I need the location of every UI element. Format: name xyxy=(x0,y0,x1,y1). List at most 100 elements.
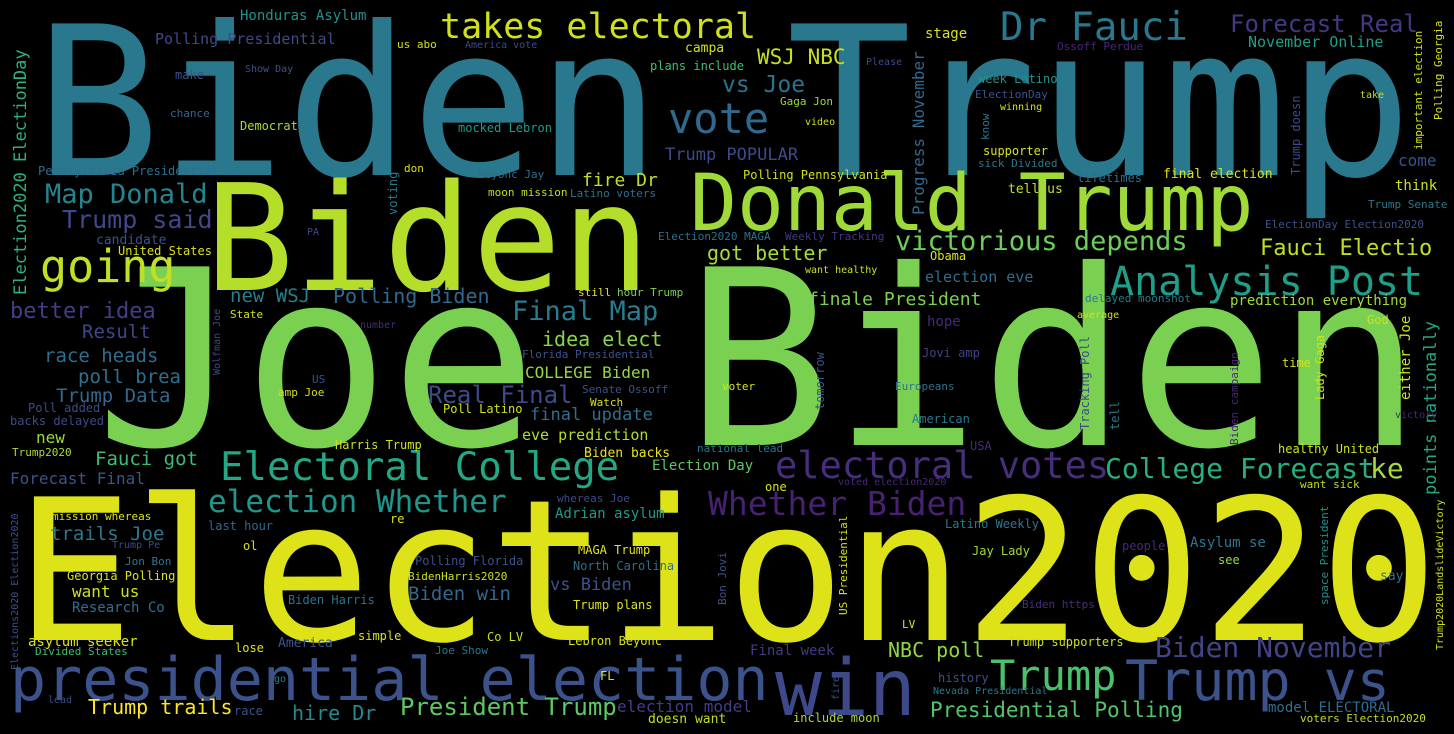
word: voted election2020 xyxy=(838,477,946,488)
word: go xyxy=(274,674,286,685)
word: Trump Data xyxy=(56,385,170,407)
word: PA xyxy=(307,227,319,238)
word: Latino voters xyxy=(570,187,656,200)
word: victory xyxy=(1395,410,1437,421)
word: MAGA Trump xyxy=(578,543,650,557)
word: trails Joe xyxy=(50,523,164,545)
word: sick Divided xyxy=(978,157,1057,170)
word: election eve xyxy=(925,268,1033,286)
word: US xyxy=(312,373,325,386)
word: important election xyxy=(1412,31,1425,150)
word: Dr Fauci xyxy=(1000,5,1188,50)
word: final election xyxy=(1163,167,1273,182)
word: NBC poll xyxy=(888,638,984,662)
word: Joe Show xyxy=(435,644,488,657)
word: November Online xyxy=(1248,33,1383,51)
word: election model xyxy=(617,697,752,716)
word: Election2020 ElectionDay xyxy=(11,49,31,295)
word: healthy United xyxy=(1278,442,1379,456)
word: Trump supporters xyxy=(1008,635,1124,649)
word: Polling Presidential xyxy=(155,30,336,48)
word: election Whether xyxy=(208,484,507,520)
word: new WSJ xyxy=(230,285,310,307)
word: race heads xyxy=(44,345,158,367)
word: Poll Latino xyxy=(443,402,522,416)
word: supporter xyxy=(983,144,1048,158)
word: win xyxy=(775,644,916,734)
word: Forecast Final xyxy=(10,469,145,488)
word: winning xyxy=(1000,102,1042,113)
word: time xyxy=(1282,356,1311,370)
word: last hour xyxy=(208,519,273,533)
word: Election2020 xyxy=(15,458,1438,687)
word: Trump doesn xyxy=(1289,96,1303,175)
word: takes electoral xyxy=(440,7,756,47)
word: us abo xyxy=(397,38,437,51)
word: mission whereas xyxy=(52,510,151,523)
word: plans include xyxy=(650,59,744,73)
word: Presidential Polling xyxy=(930,698,1183,722)
word: campa xyxy=(685,41,724,56)
word: stage xyxy=(925,26,967,42)
word: Jay Lady xyxy=(972,544,1030,558)
word: whereas Joe xyxy=(557,492,630,505)
word: ke xyxy=(1370,452,1404,485)
word: fire Dr xyxy=(582,170,658,191)
word: Trump plans xyxy=(573,598,652,612)
word: fire xyxy=(831,676,842,700)
word: include moon xyxy=(793,711,880,725)
word: make xyxy=(175,68,204,82)
word: WSJ NBC xyxy=(757,45,846,69)
word: Europeans xyxy=(895,380,955,393)
word: still xyxy=(578,286,611,299)
word: voter xyxy=(722,380,755,393)
word: hire Dr xyxy=(292,701,376,725)
word: eve prediction xyxy=(522,426,648,444)
word: Watch xyxy=(590,396,623,409)
word: Florida Presidential xyxy=(522,348,654,361)
word: want sick xyxy=(1300,478,1360,491)
word: better idea xyxy=(10,299,156,324)
word: average xyxy=(1077,310,1119,321)
word: LV xyxy=(902,618,916,631)
word: FL xyxy=(600,669,614,683)
word: American xyxy=(912,412,970,426)
word: Elections2020 Election2020 xyxy=(10,513,21,670)
word: ElectionDay xyxy=(975,88,1048,101)
word: Lady Gaga xyxy=(1313,335,1327,400)
word: mocked Lebron xyxy=(458,121,552,135)
word: backs delayed xyxy=(10,414,104,428)
word: Trump trails xyxy=(88,695,233,719)
word: re xyxy=(390,512,404,526)
word: new xyxy=(36,428,65,447)
word: lose xyxy=(235,641,264,655)
word: Ossoff Perdue xyxy=(1057,40,1143,53)
word: Please xyxy=(866,57,902,68)
word: US Presidential xyxy=(837,516,850,615)
word: Polling Florida xyxy=(415,554,523,568)
word: Jon Bon xyxy=(125,555,171,568)
word: come xyxy=(1398,151,1437,170)
word: tell xyxy=(1108,401,1122,430)
word: Trump2020LandslideVictory xyxy=(1435,499,1446,650)
word: Gaga Jon xyxy=(780,95,833,108)
word: Nevada Presidential xyxy=(933,686,1047,697)
word: Show Day xyxy=(245,64,293,75)
word: candidate xyxy=(96,233,167,248)
word: Biden campaign xyxy=(1228,352,1241,445)
word: race xyxy=(234,704,263,718)
word: Biden backs xyxy=(584,446,670,461)
word: Weekly Tracking xyxy=(785,230,884,243)
word: take xyxy=(1360,90,1384,101)
word: Biden Harris xyxy=(288,593,375,607)
word: Polling Georgia xyxy=(1432,21,1445,120)
word: State xyxy=(230,308,263,321)
word: video xyxy=(805,117,835,128)
word: want healthy xyxy=(805,265,877,276)
word: victorious depends xyxy=(895,226,1188,257)
word: Trump Senate xyxy=(1368,198,1447,211)
word: finale President xyxy=(808,289,981,310)
word: either Joe xyxy=(1398,316,1414,400)
word: Latino Weekly xyxy=(945,517,1039,531)
